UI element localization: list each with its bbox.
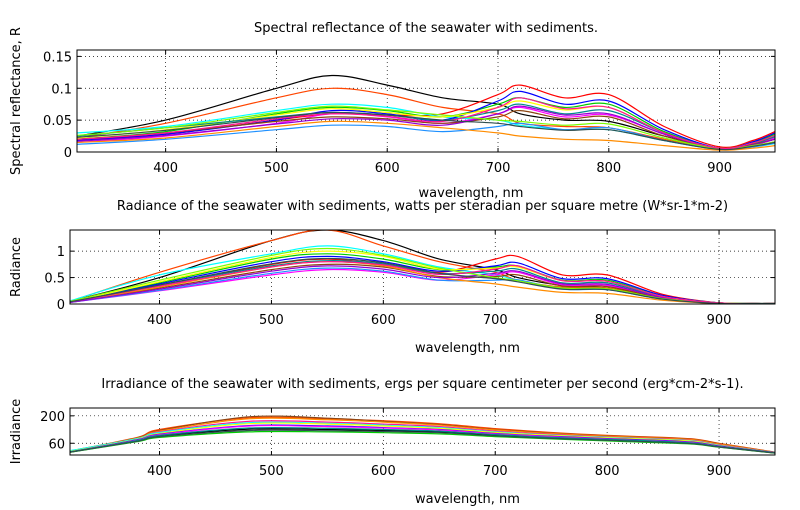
x-tick-label: 800 bbox=[595, 464, 620, 479]
series-line-13 bbox=[77, 105, 775, 150]
series-group bbox=[77, 74, 775, 151]
series-group bbox=[70, 230, 775, 304]
y-tick-label: 0.05 bbox=[43, 114, 72, 129]
x-tick-label: 400 bbox=[147, 464, 172, 479]
x-tick-label: 600 bbox=[375, 161, 400, 176]
y-tick-label: 0.15 bbox=[43, 50, 72, 65]
plot-frame bbox=[69, 407, 776, 456]
radiance-panel: Radiance of the seawater with sediments,… bbox=[9, 199, 776, 356]
series-group bbox=[70, 415, 775, 454]
x-tick-label: 500 bbox=[259, 313, 284, 328]
x-tick-label: 500 bbox=[259, 464, 284, 479]
series-line-9 bbox=[70, 426, 775, 454]
x-tick-label: 700 bbox=[483, 464, 508, 479]
x-tick-label: 400 bbox=[147, 313, 172, 328]
chart-title: Irradiance of the seawater with sediment… bbox=[101, 377, 743, 392]
y-tick-label: 0.5 bbox=[44, 272, 65, 287]
x-tick-label: 600 bbox=[371, 313, 396, 328]
x-tick-label: 500 bbox=[264, 161, 289, 176]
irradiance-panel: Irradiance of the seawater with sediment… bbox=[9, 377, 776, 507]
x-tick-label: 800 bbox=[595, 313, 620, 328]
series-line-5 bbox=[70, 422, 775, 454]
x-axis-label: wavelength, nm bbox=[415, 492, 520, 507]
y-tick-label: 200 bbox=[40, 410, 65, 425]
series-line-15 bbox=[70, 257, 775, 304]
y-axis-label: Radiance bbox=[9, 237, 24, 297]
y-axis-label: Irradiance bbox=[9, 399, 24, 464]
plot-frame bbox=[76, 49, 776, 153]
series-line-2 bbox=[70, 417, 775, 453]
x-tick-label: 600 bbox=[371, 464, 396, 479]
x-tick-label: 800 bbox=[596, 161, 621, 176]
x-axis-label: wavelength, nm bbox=[415, 341, 520, 356]
y-tick-label: 0.1 bbox=[51, 82, 72, 97]
y-axis-label: Spectral reflectance, R bbox=[9, 27, 24, 175]
reflectance-panel: Spectral reflectance of the seawater wit… bbox=[9, 21, 776, 201]
y-tick-label: 0 bbox=[64, 146, 72, 161]
series-line-11 bbox=[77, 120, 775, 151]
chart-title: Radiance of the seawater with sediments,… bbox=[117, 199, 728, 214]
series-line-11 bbox=[70, 429, 775, 454]
plot-frame bbox=[69, 229, 776, 305]
x-axis-label: wavelength, nm bbox=[419, 186, 524, 201]
x-tick-label: 900 bbox=[707, 161, 732, 176]
x-tick-label: 400 bbox=[153, 161, 178, 176]
y-tick-label: 0 bbox=[57, 298, 65, 313]
chart-title: Spectral reflectance of the seawater wit… bbox=[254, 21, 598, 36]
y-tick-label: 60 bbox=[48, 437, 65, 452]
series-line-14 bbox=[77, 97, 775, 150]
series-line-15 bbox=[77, 111, 775, 151]
x-tick-label: 700 bbox=[483, 313, 508, 328]
x-tick-label: 900 bbox=[707, 464, 732, 479]
series-line-14 bbox=[70, 261, 775, 304]
y-tick-label: 1 bbox=[57, 245, 65, 260]
x-tick-label: 900 bbox=[707, 313, 732, 328]
x-tick-label: 700 bbox=[486, 161, 511, 176]
